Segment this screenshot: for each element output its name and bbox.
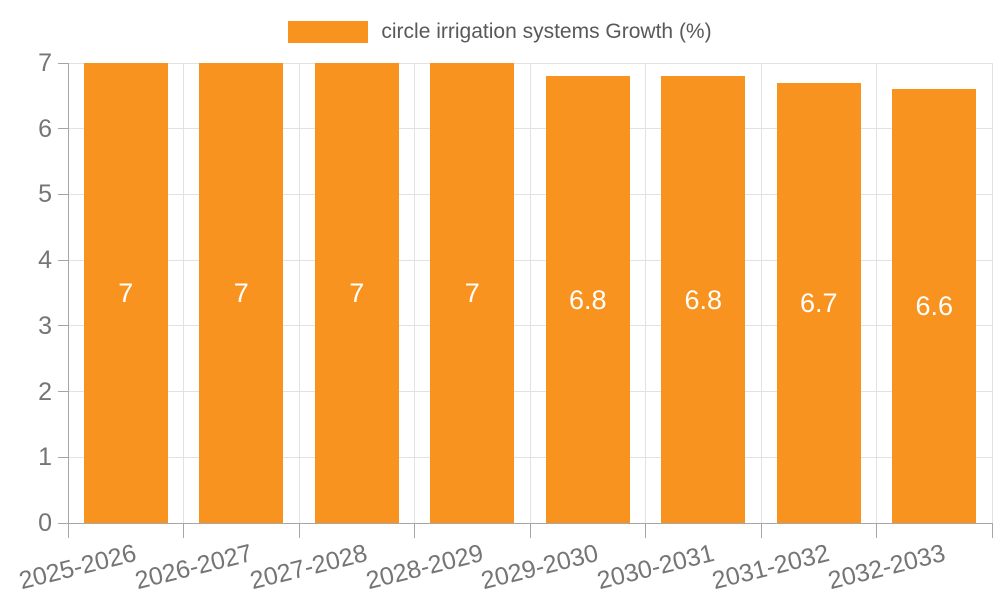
x-axis-tick [529, 523, 531, 538]
x-axis-tick [414, 523, 415, 538]
bar[interactable]: 7 [430, 63, 515, 523]
y-axis-line [68, 63, 69, 523]
bar-value-label: 6.7 [799, 287, 838, 318]
y-axis-tick-label: 4 [38, 246, 52, 275]
x-axis-category-label: 2029-2030 [478, 539, 602, 596]
y-axis-tick [58, 128, 68, 130]
v-gridline [529, 63, 531, 523]
x-axis-tick [876, 523, 877, 538]
x-axis-tick [760, 523, 762, 538]
v-gridline [991, 63, 993, 523]
y-axis-tick [58, 62, 68, 64]
x-axis-category-label: 2026-2027 [131, 539, 255, 596]
y-axis-tick [58, 391, 68, 393]
y-axis-tick-label: 2 [38, 377, 52, 406]
x-axis-category-label: 2025-2026 [16, 539, 140, 596]
x-axis-tick [183, 523, 184, 538]
bar[interactable]: 6.6 [892, 89, 977, 523]
x-axis-category-label: 2030-2031 [593, 539, 717, 596]
bar-value-label: 7 [233, 278, 249, 308]
y-axis-tick [58, 522, 68, 524]
y-axis-tick [58, 456, 68, 458]
y-axis-tick-label: 3 [38, 311, 52, 340]
y-axis-tick-label: 7 [38, 49, 52, 77]
v-gridline [876, 63, 877, 523]
bar-value-label: 6.6 [915, 291, 954, 322]
y-axis-tick [58, 325, 68, 327]
x-axis-tick [991, 523, 993, 538]
bar-value-label: 6.8 [568, 284, 607, 315]
bar[interactable]: 7 [199, 63, 284, 523]
y-axis-tick-label: 6 [38, 114, 52, 143]
x-axis-tick [67, 523, 69, 538]
bar-value-label: 7 [349, 278, 365, 308]
x-axis-category-label: 2032-2033 [824, 539, 948, 596]
y-axis-tick-label: 0 [38, 509, 52, 537]
y-axis-tick [58, 193, 68, 195]
bar-value-label: 7 [464, 278, 480, 308]
v-gridline [645, 63, 646, 523]
bar-value-label: 7 [118, 278, 134, 308]
legend-swatch [288, 21, 369, 43]
bar[interactable]: 6.8 [545, 76, 630, 523]
v-gridline [760, 63, 762, 523]
v-gridline [298, 63, 300, 523]
y-axis-tick [58, 259, 68, 261]
legend-series-label: circle irrigation systems Growth (%) [381, 20, 712, 43]
bar[interactable]: 6.7 [776, 82, 861, 523]
legend-item[interactable]: circle irrigation systems Growth (%) [0, 20, 1000, 44]
v-gridline [414, 63, 415, 523]
x-axis-category-label: 2028-2029 [362, 539, 486, 596]
y-axis-tick-label: 1 [38, 443, 52, 472]
v-gridline [183, 63, 184, 523]
y-axis-tick-label: 5 [38, 180, 52, 209]
bar[interactable]: 7 [83, 63, 168, 523]
x-axis-tick [298, 523, 300, 538]
x-axis-category-label: 2031-2032 [709, 539, 833, 596]
x-axis-category-label: 2027-2028 [247, 539, 371, 596]
bar-value-label: 6.8 [684, 284, 723, 315]
x-axis-tick [645, 523, 646, 538]
bar[interactable]: 7 [314, 63, 399, 523]
bar[interactable]: 6.8 [661, 76, 746, 523]
